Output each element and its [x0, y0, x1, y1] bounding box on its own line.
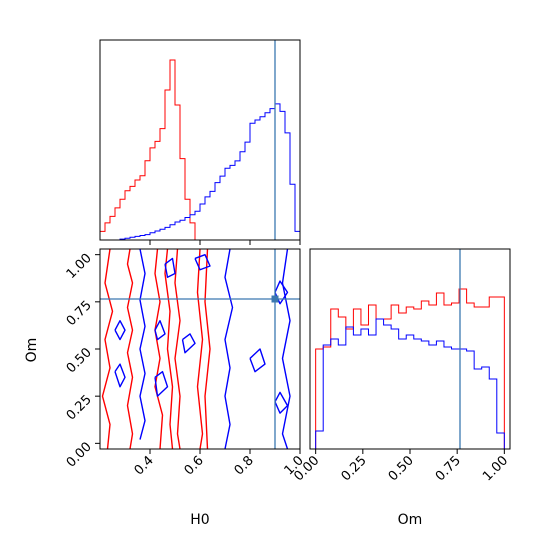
- joint-y-tick-label: 0.25: [64, 392, 95, 423]
- red-contour-7: [204, 249, 211, 449]
- h0-histogram-panel: [99, 39, 301, 245]
- red-contour-5: [101, 249, 114, 449]
- blue-contour-9: [194, 253, 211, 271]
- om-hist-red: [315, 288, 505, 449]
- joint-y-ticks: 0.00 0.25 0.50 0.75 1.00: [64, 251, 100, 471]
- red-contour-4: [174, 249, 181, 449]
- blue-contour-2: [224, 249, 234, 449]
- red-contour-2: [154, 249, 164, 449]
- red-contour-6: [196, 249, 204, 449]
- x-axis-label-h0: H0: [190, 512, 209, 528]
- joint-y-tick-label: 0.00: [64, 440, 95, 471]
- blue-contour-12: [281, 249, 291, 449]
- blue-contour-8: [164, 257, 176, 279]
- joint-y-tick-label: 1.00: [64, 251, 95, 282]
- red-contour-1: [126, 249, 134, 449]
- blue-contour-3: [181, 333, 196, 354]
- joint-x-tick-label: 0.4: [132, 453, 157, 478]
- om-x-tick-label: 0.50: [386, 453, 417, 484]
- x-axis-label-om: Om: [398, 512, 423, 528]
- joint-truth-crosshair: [100, 249, 300, 449]
- om-histogram-series: [315, 288, 505, 449]
- joint-y-tick-label: 0.75: [64, 298, 95, 329]
- om-x-ticks: 0.00 0.25 0.50 0.75 1.00: [291, 449, 511, 484]
- blue-contour-7: [114, 319, 126, 341]
- joint-x-tick-label: 0.8: [232, 453, 257, 478]
- joint-x-ticks: 0.4 0.6 0.8 1.0: [132, 449, 307, 478]
- blue-contour-5: [154, 319, 166, 341]
- joint-contours: [101, 249, 291, 449]
- blue-contour-1: [139, 249, 146, 440]
- h0-histogram-series: [99, 59, 301, 241]
- y-axis-label-om: Om: [24, 338, 40, 363]
- om-histogram-panel: 0.00 0.25 0.50 0.75 1.00 Om: [291, 248, 511, 528]
- joint-y-tick-label: 0.50: [64, 345, 95, 376]
- h0-hist-red: [99, 59, 300, 241]
- h0-hist-blue: [100, 103, 301, 241]
- h0-histogram-ticks: [149, 240, 301, 245]
- om-histogram-frame: [309, 248, 511, 450]
- joint-truth-marker: [271, 295, 279, 303]
- blue-contour-10: [249, 348, 266, 373]
- om-x-tick-label: 1.00: [480, 453, 511, 484]
- blue-contour-6: [114, 363, 126, 388]
- om-x-tick-label: 0.75: [433, 453, 464, 484]
- joint-x-tick-label: 0.6: [182, 453, 207, 478]
- om-x-tick-label: 0.25: [339, 453, 370, 484]
- joint-contour-panel: 0.4 0.6 0.8 1.0 0.000.250.500.751.00 H0 Om: [24, 248, 307, 528]
- blue-contour-13: [274, 391, 289, 414]
- om-hist-blue: [315, 318, 505, 449]
- red-contour-3: [164, 249, 174, 449]
- blue-contour-4: [154, 370, 169, 397]
